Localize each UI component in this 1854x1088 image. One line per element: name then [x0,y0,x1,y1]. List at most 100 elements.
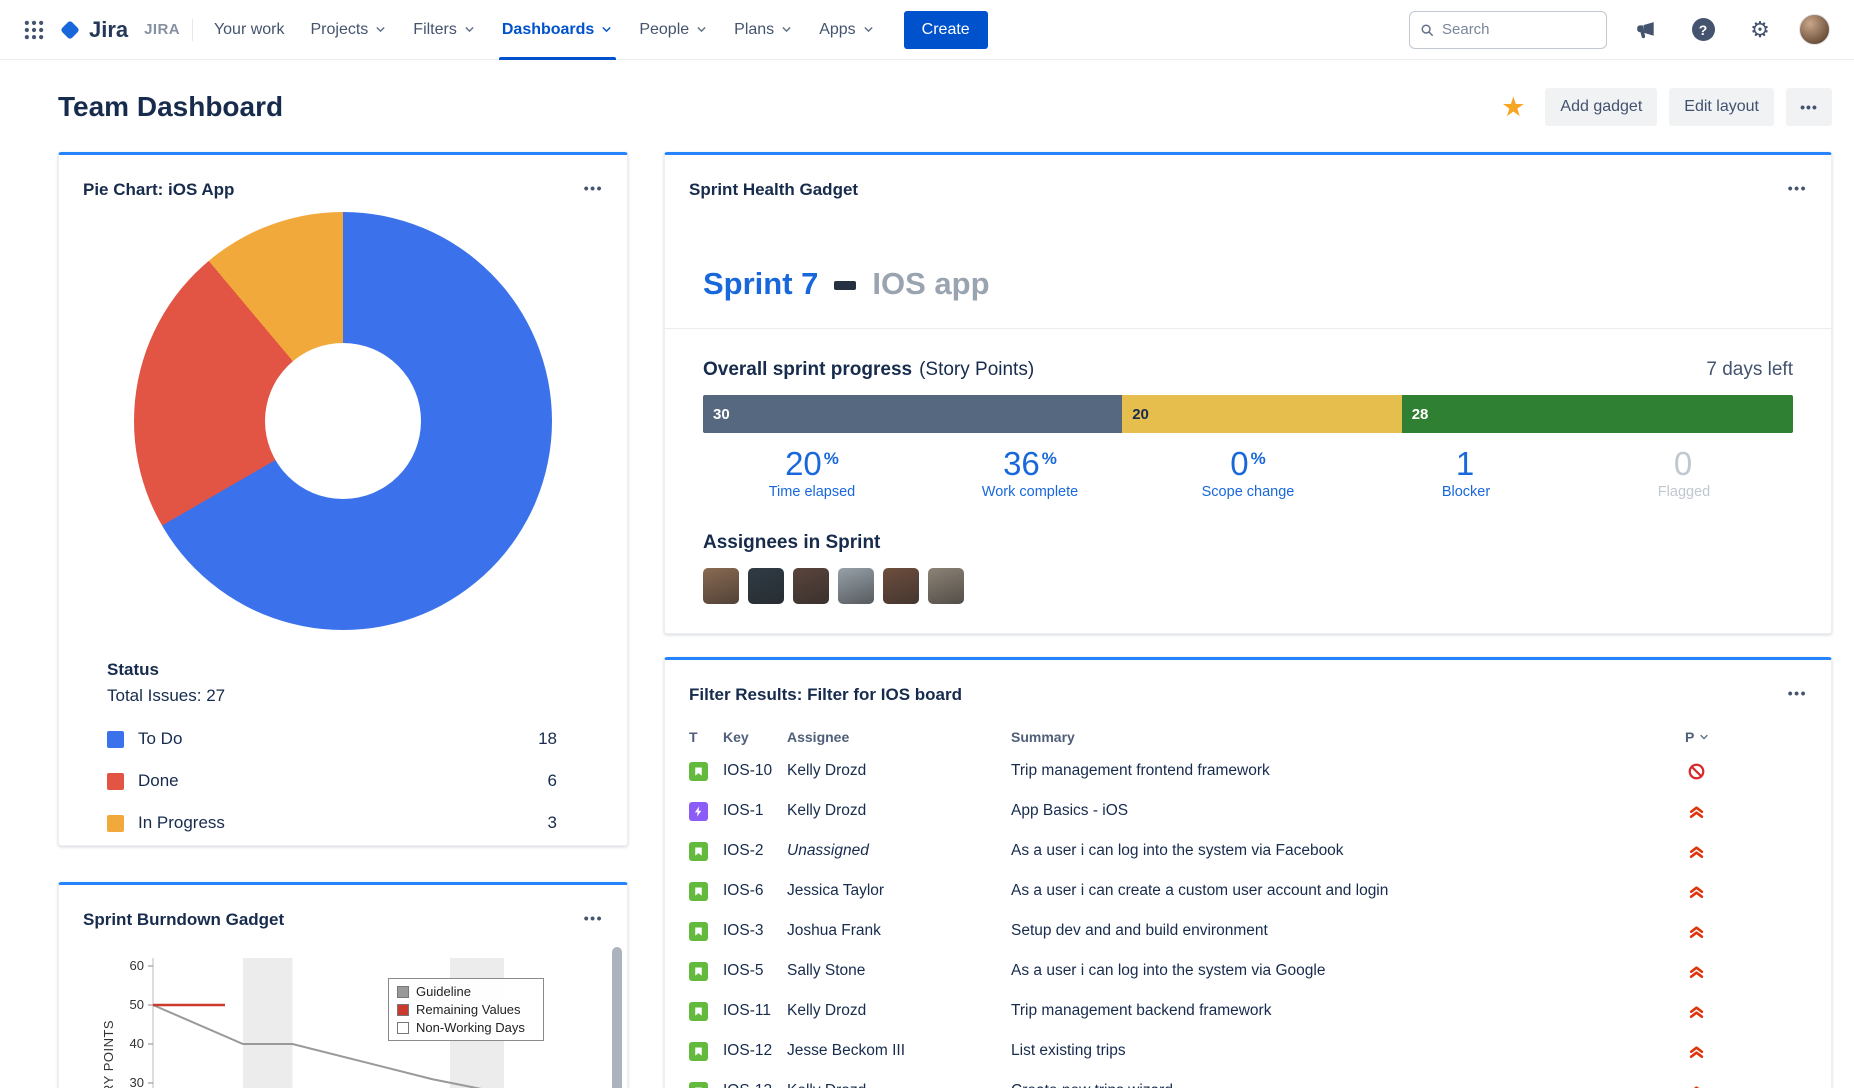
table-row[interactable]: IOS-10 Kelly Drozd Trip management front… [689,751,1729,791]
gadget-more-button[interactable]: ••• [583,180,603,196]
profile-avatar[interactable] [1799,14,1830,45]
issue-assignee: Jessica Taylor [787,882,885,899]
progress-segment-done[interactable]: 28 [1401,395,1793,433]
issue-summary[interactable]: Trip management frontend framework [1011,762,1270,779]
table-row[interactable]: IOS-2 Unassigned As a user i can log int… [689,831,1729,871]
favorite-star-icon[interactable] [1501,94,1525,121]
assignee-avatar[interactable] [703,568,739,604]
assignee-avatar[interactable] [838,568,874,604]
stat-label: Work complete [981,484,1079,500]
gadget-more-button[interactable]: ••• [1787,685,1807,701]
priority-icon [1685,1040,1707,1062]
app-switcher-button[interactable] [16,12,52,48]
legend-item-in-progress[interactable]: In Progress 3 [107,802,557,844]
table-row[interactable]: IOS-3 Joshua Frank Setup dev and and bui… [689,911,1729,951]
nav-item-people[interactable]: People [626,0,721,60]
column-summary[interactable]: Summary [1011,729,1075,745]
assignee-avatar[interactable] [748,568,784,604]
legend-item-done[interactable]: Done 6 [107,760,557,802]
gadget-title[interactable]: Sprint Health Gadget [689,180,859,199]
legend-item-todo[interactable]: To Do 18 [107,718,557,760]
jira-logo[interactable]: Jira [58,17,128,43]
issue-summary[interactable]: As a user i can create a custom user acc… [1011,882,1389,899]
issue-key[interactable]: IOS-12 [723,1042,773,1059]
issue-assignee: Kelly Drozd [787,1082,1011,1088]
nav-item-dashboards[interactable]: Dashboards [489,0,626,60]
table-row[interactable]: IOS-5 Sally Stone As a user i can log in… [689,951,1729,991]
assignee-avatar[interactable] [928,568,964,604]
table-row[interactable]: IOS-11 Kelly Drozd Trip management backe… [689,991,1729,1031]
stat-work-complete: 36% Work complete [921,445,1139,500]
column-priority[interactable]: P [1685,729,1729,745]
nav-item-projects[interactable]: Projects [298,0,401,60]
assignee-avatar[interactable] [793,568,829,604]
burndown-legend: Guideline Remaining Values Non-Working D… [388,978,544,1041]
nav-item-label: Apps [819,20,856,38]
progress-segment-inprogress[interactable]: 20 [1122,395,1402,433]
help-button[interactable] [1685,12,1721,48]
legend-color-chip [397,1021,409,1034]
issue-key[interactable]: IOS-6 [723,882,764,899]
jira-mark-icon [61,20,79,39]
add-gadget-button[interactable]: Add gadget [1545,88,1658,126]
gadget-more-button[interactable]: ••• [583,910,603,926]
issue-summary[interactable]: App Basics - iOS [1011,802,1129,819]
pie-donut[interactable] [134,212,552,630]
issue-key[interactable]: IOS-5 [723,962,764,979]
issue-key[interactable]: IOS-1 [723,802,764,819]
column-assignee[interactable]: Assignee [787,729,850,745]
announcement-button[interactable] [1628,12,1664,48]
issue-key[interactable]: IOS-3 [723,922,764,939]
issue-key[interactable]: IOS-13 [723,1082,787,1088]
gadget-header: Filter Results: Filter for IOS board ••• [665,660,1831,705]
nav-item-filters[interactable]: Filters [400,0,489,60]
issue-key[interactable]: IOS-2 [723,842,764,859]
right-column: Sprint Health Gadget ••• Sprint 7 IOS ap… [664,152,1832,1088]
global-search[interactable] [1409,10,1607,49]
settings-button[interactable] [1742,12,1778,48]
issue-summary[interactable]: List existing trips [1011,1042,1126,1059]
edit-layout-button[interactable]: Edit layout [1669,88,1774,126]
gadget-title[interactable]: Pie Chart: iOS App [83,180,235,199]
gear-icon [1750,19,1770,41]
issues-table: T Key Assignee Summary P IOS-10 Kelly [689,723,1807,1088]
issue-key[interactable]: IOS-11 [723,1002,771,1019]
scrollbar-thumb[interactable] [612,947,622,1088]
assignee-avatar[interactable] [883,568,919,604]
legend-label: To Do [138,729,183,748]
issue-summary[interactable]: As a user i can log into the system via … [1011,842,1344,859]
table-row[interactable]: IOS-13 Kelly Drozd Create new trips wiza… [689,1071,1729,1088]
sprint-progress-bar[interactable]: 30 20 28 [703,395,1793,433]
column-key[interactable]: Key [723,729,749,745]
create-button[interactable]: Create [903,10,988,49]
table-row[interactable]: IOS-6 Jessica Taylor As a user i can cre… [689,871,1729,911]
pie-legend: To Do 18 Done 6 In Progress 3 [107,718,557,844]
gadget-title[interactable]: Filter Results: Filter for IOS board [689,685,962,704]
sprint-name[interactable]: Sprint 7 [703,266,819,301]
progress-heading: Overall sprint progress [703,359,913,380]
dashboard-more-button[interactable]: ••• [1786,88,1832,126]
nav-item-plans[interactable]: Plans [721,0,806,60]
nav-item-your-work[interactable]: Your work [201,0,298,60]
issue-summary[interactable]: Setup dev and and build environment [1011,922,1268,939]
gadget-title[interactable]: Sprint Burndown Gadget [83,910,285,929]
gadget-more-button[interactable]: ••• [1787,180,1807,196]
nav-item-apps[interactable]: Apps [806,0,887,60]
chevron-down-icon [465,27,474,33]
issue-key[interactable]: IOS-10 [723,762,773,779]
issue-summary[interactable]: Create new trips wizard [1011,1082,1685,1088]
legend-label: Guideline [416,984,471,999]
issue-summary[interactable]: Trip management backend framework [1011,1002,1272,1019]
dash-icon [834,280,857,290]
chevron-down-icon [864,27,873,33]
table-row[interactable]: IOS-12 Jesse Beckom III List existing tr… [689,1031,1729,1071]
progress-segment-todo[interactable]: 30 [703,395,1123,433]
search-input[interactable] [1442,21,1596,38]
table-row[interactable]: IOS-1 Kelly Drozd App Basics - iOS [689,791,1729,831]
issue-assignee: Sally Stone [787,962,866,979]
priority-icon [1685,760,1707,782]
column-type[interactable]: T [689,729,698,745]
issue-summary[interactable]: As a user i can log into the system via … [1011,962,1326,979]
gadget-header: Sprint Burndown Gadget ••• [59,885,627,930]
legend-value: 3 [547,813,557,832]
